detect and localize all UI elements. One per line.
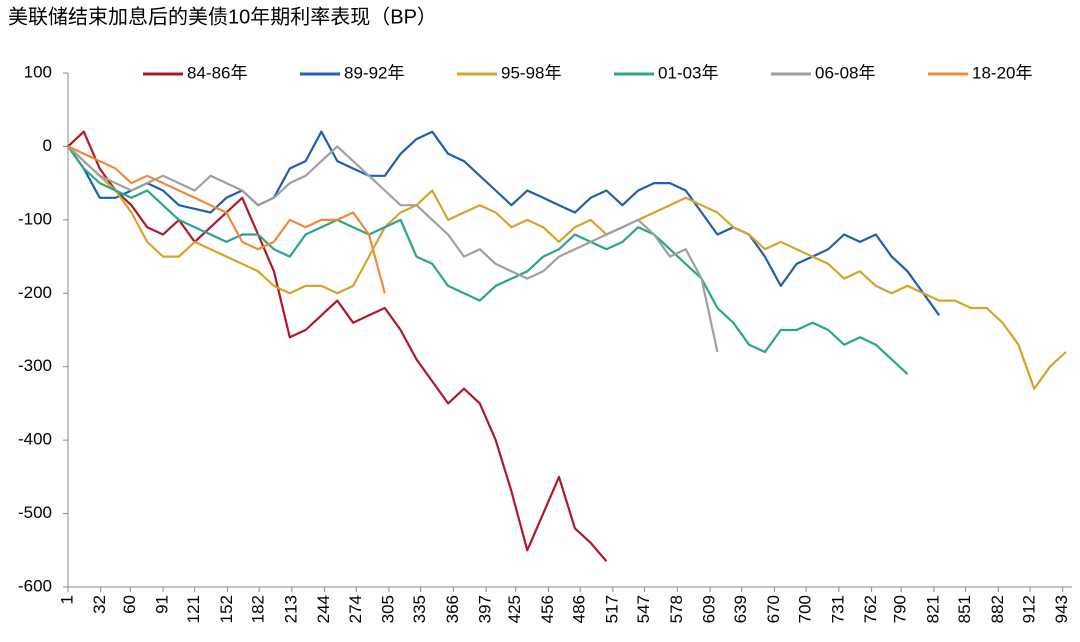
x-tick-label: 821 xyxy=(923,595,942,623)
legend-label: 89-92年 xyxy=(344,63,404,82)
x-tick-label: 762 xyxy=(861,595,880,623)
legend-label: 18-20年 xyxy=(972,63,1032,82)
y-tick-label: 100 xyxy=(24,62,52,81)
x-tick-label: 244 xyxy=(314,595,333,623)
x-tick-label: 486 xyxy=(570,595,589,623)
series-line xyxy=(67,130,608,563)
x-tick-label: 397 xyxy=(476,595,495,623)
x-tick-label: 121 xyxy=(184,595,203,623)
x-tick-label: 425 xyxy=(505,595,524,623)
x-tick-label: 639 xyxy=(731,595,750,623)
legend-label: 06-08年 xyxy=(815,63,875,82)
x-tick-label: 1 xyxy=(57,595,76,604)
x-tick-label: 547 xyxy=(634,595,653,623)
series-line xyxy=(67,145,719,353)
x-tick-label: 700 xyxy=(796,595,815,623)
x-tick-label: 851 xyxy=(955,595,974,623)
y-tick-label: -100 xyxy=(18,209,52,228)
series-line xyxy=(67,145,909,375)
x-tick-label: 152 xyxy=(217,595,236,623)
x-tick-label: 335 xyxy=(410,595,429,623)
x-tick-label: 456 xyxy=(538,595,557,623)
x-tick-label: 578 xyxy=(667,595,686,623)
x-tick-label: 213 xyxy=(281,595,300,623)
series-line xyxy=(67,145,386,294)
x-tick-label: 517 xyxy=(602,595,621,623)
x-tick-label: 882 xyxy=(988,595,1007,623)
x-tick-label: 790 xyxy=(891,595,910,623)
series-line xyxy=(67,145,1067,390)
legend-label: 84-86年 xyxy=(187,63,247,82)
y-tick-label: 0 xyxy=(43,136,52,155)
y-tick-label: -500 xyxy=(18,503,52,522)
legend-label: 95-98年 xyxy=(501,63,561,82)
x-tick-label: 731 xyxy=(828,595,847,623)
x-tick-label: 305 xyxy=(378,595,397,623)
y-tick-label: -200 xyxy=(18,283,52,302)
x-tick-label: 366 xyxy=(443,595,462,623)
x-tick-label: 32 xyxy=(90,595,109,614)
y-tick-label: -400 xyxy=(18,430,52,449)
chart-title: 美联储结束加息后的美债10年期利率表现（BP） xyxy=(8,5,437,28)
x-tick-label: 912 xyxy=(1019,595,1038,623)
x-tick-label: 91 xyxy=(153,595,172,614)
x-tick-label: 60 xyxy=(120,595,139,614)
y-tick-label: -600 xyxy=(18,576,52,595)
x-tick-label: 182 xyxy=(249,595,268,623)
x-tick-label: 943 xyxy=(1052,595,1071,623)
x-tick-label: 670 xyxy=(764,595,783,623)
y-tick-label: -300 xyxy=(18,356,52,375)
x-tick-label: 274 xyxy=(346,595,365,623)
series-line xyxy=(67,130,941,316)
legend-label: 01-03年 xyxy=(658,63,718,82)
x-tick-label: 609 xyxy=(700,595,719,623)
